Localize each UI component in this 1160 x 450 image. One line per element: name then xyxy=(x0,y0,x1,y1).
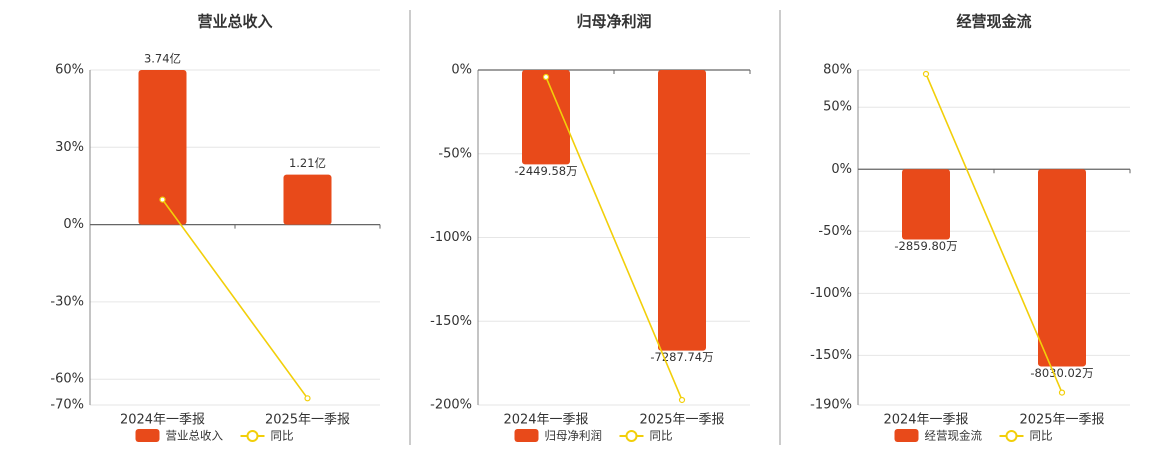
legend-label: 经营现金流 xyxy=(925,429,983,443)
line xyxy=(545,76,683,401)
bar-value-label: 1.21亿 xyxy=(289,156,326,170)
line xyxy=(925,73,1063,393)
bar xyxy=(138,70,187,225)
y-tick-label: 60% xyxy=(55,63,84,78)
x-tick-label: 2025年一季报 xyxy=(639,413,724,428)
legend-label: 归母净利润 xyxy=(545,429,603,443)
line xyxy=(161,199,309,399)
y-tick-label: 0% xyxy=(831,162,852,177)
x-tick-label: 2024年一季报 xyxy=(120,413,205,428)
y-tick-label: 50% xyxy=(823,100,852,115)
legend-swatch xyxy=(1005,430,1018,442)
bar-value-label: -2859.80万 xyxy=(894,239,957,253)
bar xyxy=(1038,169,1086,367)
bar-value-label: -2449.58万 xyxy=(514,164,577,178)
legend-swatch xyxy=(625,430,638,442)
bar xyxy=(658,70,706,351)
legend-label: 同比 xyxy=(271,429,294,443)
y-tick-label: 0% xyxy=(63,217,84,232)
y-tick-label: 30% xyxy=(55,140,84,155)
y-tick-label: -190% xyxy=(810,398,852,413)
y-tick-label: -70% xyxy=(50,398,84,413)
line-point xyxy=(159,196,166,203)
chart-title: 营业总收入 xyxy=(197,13,272,31)
y-tick-label: -100% xyxy=(430,230,472,245)
x-tick-label: 2025年一季报 xyxy=(1019,413,1104,428)
chart-title: 归母净利润 xyxy=(576,13,651,31)
bar-value-label: -7287.74万 xyxy=(650,350,713,364)
bar xyxy=(902,169,950,240)
legend-swatch xyxy=(514,429,539,442)
y-tick-label: 80% xyxy=(823,63,852,78)
y-tick-label: -50% xyxy=(818,224,852,239)
x-tick-label: 2024年一季报 xyxy=(503,413,588,428)
legend-swatch xyxy=(246,430,259,442)
chart-title: 经营现金流 xyxy=(956,13,1031,31)
legend-label: 营业总收入 xyxy=(166,429,224,443)
line-point xyxy=(678,396,686,404)
bar xyxy=(522,70,570,165)
bar-value-label: 3.74亿 xyxy=(144,52,181,66)
line-point xyxy=(542,73,550,81)
line-point xyxy=(922,70,930,78)
legend-swatch xyxy=(135,429,160,442)
legend-swatch xyxy=(894,429,919,442)
y-tick-label: -100% xyxy=(810,286,852,301)
x-tick-label: 2024年一季报 xyxy=(883,413,968,428)
line-point xyxy=(1058,389,1066,396)
bar-value-label: -8030.02万 xyxy=(1030,366,1093,380)
legend-label: 同比 xyxy=(1030,429,1053,443)
y-tick-label: -150% xyxy=(810,348,852,363)
bar xyxy=(283,174,332,225)
line-point xyxy=(304,395,311,402)
y-tick-label: -30% xyxy=(50,294,84,309)
y-tick-label: 0% xyxy=(451,63,472,78)
x-tick-label: 2025年一季报 xyxy=(265,413,350,428)
y-tick-label: -200% xyxy=(430,398,472,413)
y-tick-label: -60% xyxy=(50,372,84,387)
legend-label: 同比 xyxy=(650,429,673,443)
y-tick-label: -50% xyxy=(438,146,472,161)
y-tick-label: -150% xyxy=(430,314,472,329)
